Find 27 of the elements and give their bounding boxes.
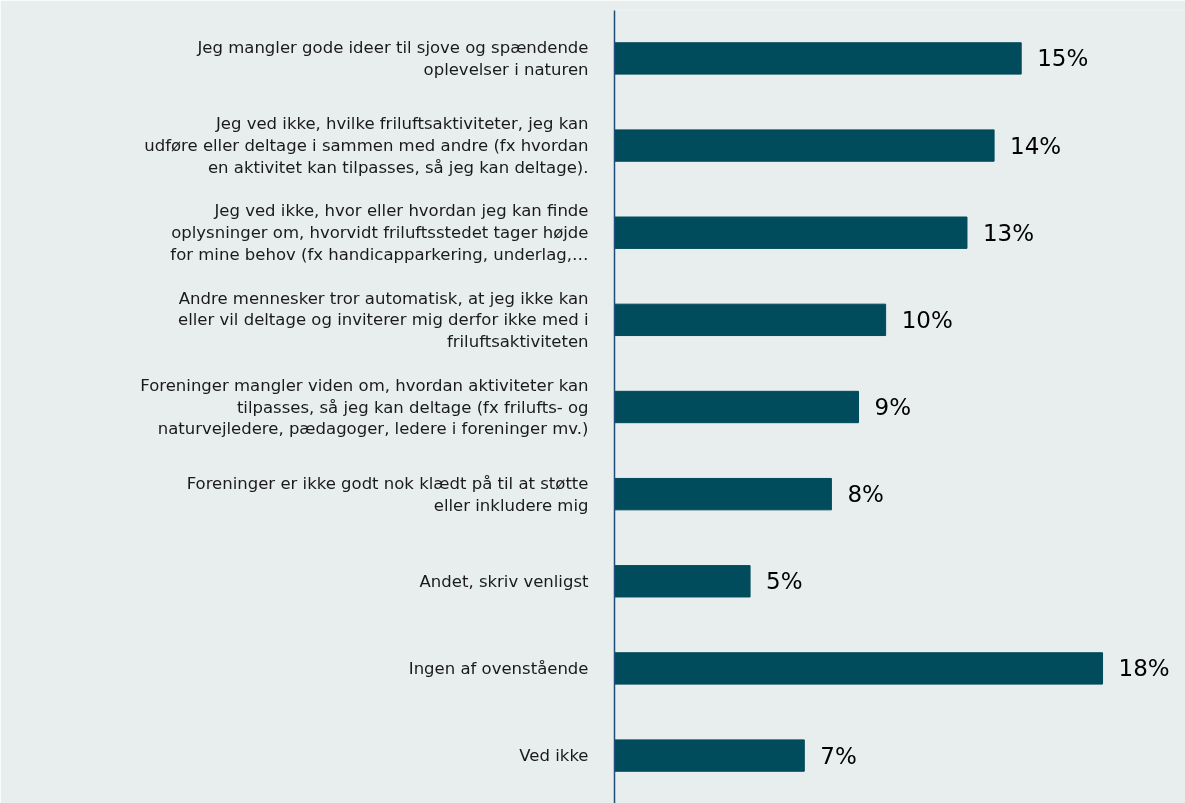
data-label: 18% <box>1118 655 1170 682</box>
bar <box>614 652 1104 685</box>
bar <box>614 129 995 162</box>
y-tick-label: Jeg ved ikke, hvilke friluftsaktiviteter, jeg kan udføre eller deltage i sammen med andre (fx hvordan en aktivitet kan tilpasses, så jeg kan deltage). <box>144 114 589 177</box>
data-label: 14% <box>1010 132 1062 159</box>
y-tick-label: Jeg ved ikke, hvor eller hvordan jeg kan finde oplysninger om, hvorvidt friluftsstedet tager højde for mine behov (fx handicapparkering, underlag,… <box>170 201 589 265</box>
y-tick-label: Ingen af ovenstående <box>408 658 589 678</box>
y-tick-label: Ved ikke <box>519 746 589 766</box>
y-tick-label: Andet, skriv venligst <box>419 571 590 591</box>
bar <box>614 303 887 337</box>
bar <box>614 565 751 598</box>
bar <box>614 739 805 772</box>
y-tick-label: Foreninger er ikke godt nok klædt på til at støtte eller inkludere mig <box>186 473 589 515</box>
data-label: 7% <box>820 742 857 769</box>
bar <box>614 477 832 511</box>
y-tick-label: Andre mennesker tror automatisk, at jeg ikke kan eller vil deltage og inviterer mig derfor ikke med i friluftsaktiviteten <box>177 288 589 352</box>
data-label: 9% <box>874 394 912 420</box>
bar <box>614 390 860 424</box>
y-tick-label: Foreninger mangler viden om, hvordan aktiviteter kan tilpasses, så jeg kan deltage (fx frilufts- og naturvejledere, pædagoger, ledere i foreninger mv.) <box>140 375 589 439</box>
data-label: 8% <box>847 481 884 508</box>
y-tick-label: Jeg mangler gode ideer til sjove og spændende oplevelser i naturen <box>196 38 589 79</box>
data-label: 15% <box>1037 45 1089 72</box>
bar <box>614 42 1022 75</box>
data-label: 5% <box>766 568 803 595</box>
data-label: 13% <box>982 219 1035 246</box>
bar <box>614 216 968 249</box>
data-label: 10% <box>901 306 953 333</box>
